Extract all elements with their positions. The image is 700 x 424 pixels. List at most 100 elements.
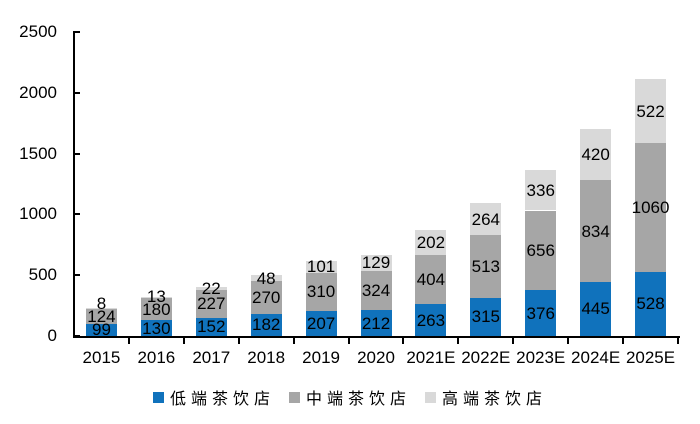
x-axis-tick — [127, 338, 130, 344]
bar-value-label: 513 — [471, 257, 500, 276]
bar-segment — [195, 289, 227, 318]
bar-value-label: 124 — [87, 306, 116, 326]
y-axis-label: 1000 — [19, 204, 57, 224]
bar-segment — [360, 270, 392, 311]
y-axis-tick — [74, 31, 80, 33]
bar-segment — [580, 180, 612, 282]
x-axis-label: 2025E — [625, 348, 676, 367]
bar-value-label: 22 — [201, 279, 221, 299]
bar-value-label: 13 — [146, 286, 166, 306]
x-axis-label: 2020 — [357, 348, 395, 367]
x-axis-tick — [182, 338, 185, 344]
bar-segment — [360, 255, 392, 271]
x-axis-label: 2016 — [137, 348, 176, 367]
y-axis-label: 2000 — [19, 82, 57, 102]
y-axis-tick — [74, 274, 80, 277]
bar-segment — [635, 142, 667, 272]
bar-value-label: 212 — [361, 313, 391, 333]
bar-segment — [415, 254, 447, 305]
bar-value-label: 264 — [471, 209, 500, 229]
x-axis-tick — [402, 338, 405, 344]
bar-value-label: 315 — [471, 307, 500, 327]
bar-segment — [305, 260, 337, 274]
bar-value-label: 152 — [197, 317, 226, 337]
y-axis-label: 1500 — [19, 143, 57, 163]
x-axis-tick — [622, 338, 625, 344]
x-axis-tick — [457, 338, 460, 344]
bar-segment — [360, 310, 392, 336]
x-axis-label: 2017 — [192, 348, 231, 367]
bar-segment — [470, 297, 502, 336]
bar-segment — [525, 169, 557, 211]
x-axis-label: 2023E — [516, 348, 566, 367]
x-axis-line — [73, 336, 680, 338]
bar-segment — [525, 290, 557, 336]
x-axis-tick — [237, 338, 240, 344]
bar-value-label: 182 — [251, 315, 281, 335]
bar-segment — [140, 298, 172, 321]
y-axis-tick — [74, 335, 80, 337]
bar-segment — [580, 281, 612, 336]
legend-label: 低端茶饮店 — [169, 389, 275, 408]
bar-segment — [140, 320, 172, 336]
bar-segment — [415, 230, 447, 255]
bar-value-label: 227 — [197, 294, 226, 314]
bar-value-label: 130 — [142, 318, 171, 338]
legend-swatch-icon — [425, 391, 436, 403]
bar-value-label: 528 — [636, 294, 665, 314]
x-axis-label: 2018 — [247, 348, 286, 367]
bar-value-label: 101 — [306, 257, 336, 277]
bar-value-label: 336 — [526, 180, 555, 200]
bar-segment — [635, 79, 667, 143]
bar-value-label: 207 — [306, 313, 336, 333]
bar-segment — [85, 308, 117, 324]
bar-value-label: 656 — [526, 240, 555, 260]
y-axis-tick — [74, 213, 80, 216]
bar-value-label: 445 — [581, 299, 610, 319]
bar-value-label: 180 — [142, 299, 171, 319]
bar-segment — [305, 273, 337, 311]
x-axis-tick — [512, 338, 515, 344]
bar-segment — [195, 287, 227, 290]
y-axis-tick — [74, 152, 80, 155]
bar-value-label: 263 — [416, 310, 446, 330]
legend-item: 中端茶饮店 — [288, 385, 411, 409]
y-axis-label: 0 — [47, 326, 57, 345]
x-axis-tick — [347, 338, 350, 344]
x-axis-tick — [567, 338, 570, 344]
bar-segment — [580, 129, 612, 181]
bar-value-label: 404 — [416, 269, 446, 289]
bar-segment — [305, 310, 337, 336]
legend-swatch-icon — [288, 391, 300, 403]
bar-value-label: 310 — [306, 282, 336, 302]
y-axis-tick — [74, 91, 80, 94]
legend-label: 中端茶饮店 — [305, 389, 411, 408]
bar-value-label: 270 — [251, 287, 281, 307]
legend: 低端茶饮店 中端茶饮店 高端茶饮店 — [0, 385, 700, 409]
x-axis-label: 2015 — [82, 348, 121, 367]
bar-value-label: 202 — [416, 233, 446, 253]
y-axis-line — [73, 31, 75, 337]
bar-segment — [85, 323, 117, 336]
legend-label: 高端茶饮店 — [442, 389, 548, 408]
bar-segment — [470, 235, 502, 298]
bar-segment — [250, 313, 282, 336]
x-axis-tick — [677, 338, 679, 344]
bar-segment — [250, 281, 282, 314]
bar-value-label: 8 — [96, 293, 107, 313]
bar-value-label: 522 — [636, 101, 665, 121]
bar-value-label: 834 — [581, 221, 610, 241]
bar-segment — [140, 296, 172, 299]
bar-segment — [85, 307, 117, 309]
bar-segment — [250, 275, 282, 282]
bar-segment — [195, 317, 227, 336]
x-axis-tick — [292, 338, 295, 344]
bar-value-label: 376 — [526, 303, 555, 323]
bar-segment — [635, 271, 667, 336]
bar-segment — [470, 203, 502, 236]
x-axis-label: 2021E — [406, 348, 456, 367]
bar-value-label: 48 — [256, 268, 276, 288]
x-axis-label: 2024E — [571, 348, 621, 367]
bar-segment — [525, 210, 557, 291]
